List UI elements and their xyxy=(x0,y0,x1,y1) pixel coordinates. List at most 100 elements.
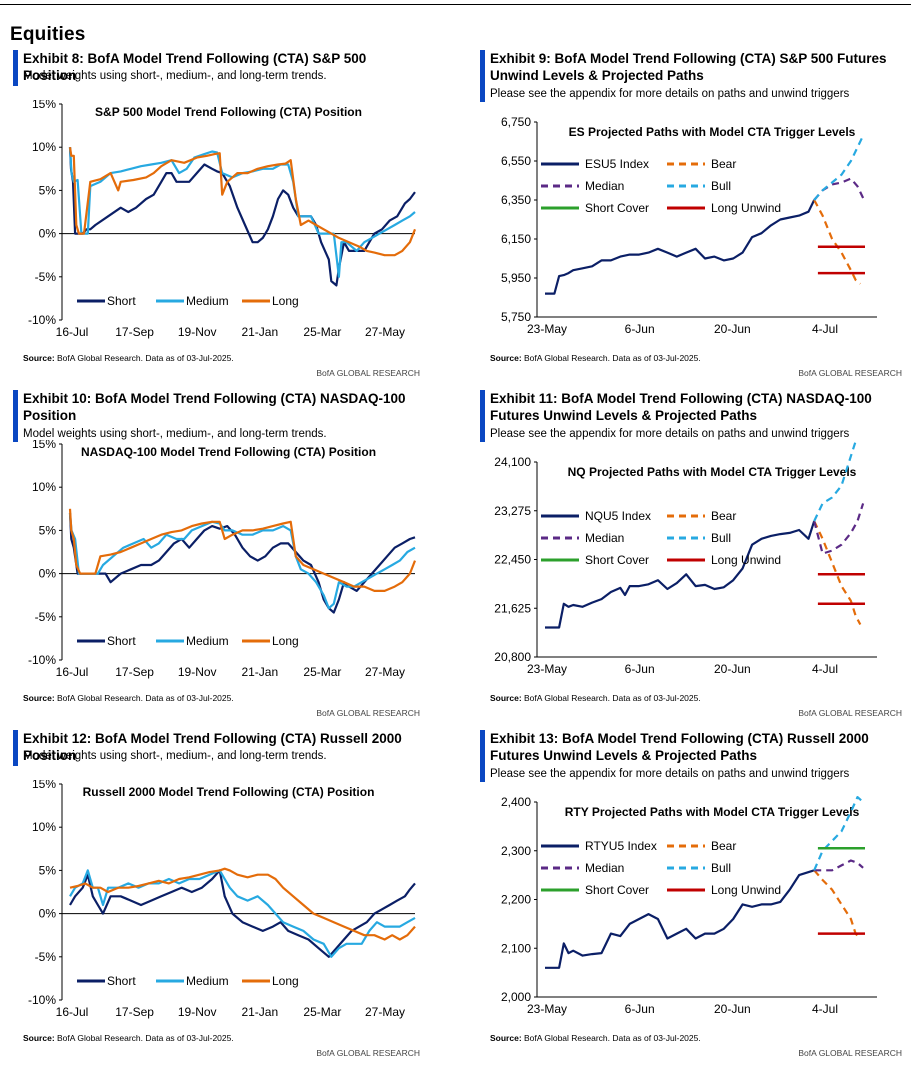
source-label: Source: xyxy=(23,353,55,363)
source-text: BofA Global Research. Data as of 03-Jul-… xyxy=(54,1033,234,1043)
legend-label: Bear xyxy=(711,509,736,523)
y-tick-label: 5% xyxy=(39,863,57,877)
y-tick-label: 6,150 xyxy=(501,232,531,246)
legend-label: RTYU5 Index xyxy=(585,839,657,853)
x-tick-label: 21-Jan xyxy=(241,1005,278,1019)
brand-label: BofA GLOBAL RESEARCH xyxy=(798,368,902,378)
exhibit-subtitle: Please see the appendix for more details… xyxy=(490,428,850,440)
legend-label: Long Unwind xyxy=(711,553,781,567)
legend-label: Medium xyxy=(186,634,229,648)
y-tick-label: 5,750 xyxy=(501,310,531,324)
series-line-short xyxy=(68,513,416,614)
exhibit-title: Exhibit 8: BofA Model Trend Following (C… xyxy=(23,51,367,83)
legend-label: Long xyxy=(272,634,299,648)
series-line-bear xyxy=(813,520,862,626)
legend-label: Short Cover xyxy=(585,883,649,897)
y-tick-label: 15% xyxy=(32,100,56,111)
y-tick-label: -5% xyxy=(35,610,57,624)
exhibit-title: Exhibit 12: BofA Model Trend Following (… xyxy=(23,731,402,763)
chart-svg: 15% 10% 5% 0% -5% -10%16-Jul 17-Sep 19-Nov 21-Ja… xyxy=(28,100,417,339)
y-tick-label: 5% xyxy=(39,523,57,537)
exhibit-title: Exhibit 11: BofA Model Trend Following (… xyxy=(490,391,872,423)
series-line-bull xyxy=(813,440,858,522)
y-tick-label: 20,800 xyxy=(494,650,531,664)
x-tick-label: 19-Nov xyxy=(178,325,217,339)
y-tick-label: -10% xyxy=(28,313,56,327)
x-tick-label: 21-Jan xyxy=(241,325,278,339)
exhibit-accent-bar xyxy=(13,50,18,86)
legend-label: Medium xyxy=(186,974,229,988)
legend-label: Long xyxy=(272,974,299,988)
series-line-bull xyxy=(813,135,865,201)
top-rule xyxy=(0,4,911,5)
chart-title: Russell 2000 Model Trend Following (CTA)… xyxy=(83,785,375,799)
x-tick-label: 21-Jan xyxy=(241,665,278,679)
y-tick-label: 0% xyxy=(39,907,57,921)
x-tick-label: 6-Jun xyxy=(625,1002,655,1016)
x-tick-label: 17-Sep xyxy=(115,325,154,339)
x-tick-label: 19-Nov xyxy=(178,1005,217,1019)
x-tick-label: 27-May xyxy=(365,1005,405,1019)
y-tick-label: 24,100 xyxy=(494,455,531,469)
legend-label: NQU5 Index xyxy=(585,509,651,523)
exhibit-8-panel: Exhibit 8: BofA Model Trend Following (C… xyxy=(10,50,425,395)
y-tick-label: 6,350 xyxy=(501,193,531,207)
exhibit-accent-bar xyxy=(480,730,485,782)
source-label: Source: xyxy=(23,693,55,703)
x-tick-label: 4-Jul xyxy=(812,662,838,676)
x-tick-label: 20-Jun xyxy=(714,662,751,676)
series-line-median xyxy=(813,177,865,201)
x-tick-label: 4-Jul xyxy=(812,1002,838,1016)
legend-label: Medium xyxy=(186,294,229,308)
exhibit-12-panel: Exhibit 12: BofA Model Trend Following (… xyxy=(10,730,425,1075)
legend-label: Short xyxy=(107,294,136,308)
y-tick-label: 15% xyxy=(32,440,56,451)
legend-label: Short xyxy=(107,634,136,648)
series-line-short xyxy=(69,869,416,958)
legend-label: ESU5 Index xyxy=(585,157,649,171)
source-label: Source: xyxy=(490,693,522,703)
chart-svg: 15% 10% 5% 0% -5% -10%16-Jul 17-Sep 19-Nov 21-Ja… xyxy=(28,440,417,679)
exhibit-title: Exhibit 9: BofA Model Trend Following (C… xyxy=(490,51,887,83)
source-note: Source: BofA Global Research. Data as of… xyxy=(23,693,234,703)
source-note: Source: BofA Global Research. Data as of… xyxy=(490,1033,701,1043)
legend-label: Short Cover xyxy=(585,201,649,215)
y-tick-label: 0% xyxy=(39,567,57,581)
exhibit-title: Exhibit 13: BofA Model Trend Following (… xyxy=(490,731,869,763)
x-tick-label: 17-Sep xyxy=(115,1005,154,1019)
x-tick-label: 25-Mar xyxy=(303,665,341,679)
y-tick-label: 2,300 xyxy=(501,844,531,858)
chart-title: ES Projected Paths with Model CTA Trigge… xyxy=(569,125,856,139)
exhibit-accent-bar xyxy=(480,390,485,442)
y-tick-label: 5% xyxy=(39,183,57,197)
legend-label: Long Unwind xyxy=(711,883,781,897)
exhibit-13-panel: Exhibit 13: BofA Model Trend Following (… xyxy=(477,730,902,1075)
series-line-esline xyxy=(545,520,816,629)
series-line-bear xyxy=(813,199,862,285)
series-line-medium xyxy=(68,513,416,610)
series-line-medium xyxy=(69,869,416,958)
legend-label: Bear xyxy=(711,839,736,853)
y-tick-label: 0% xyxy=(39,227,57,241)
x-tick-label: 16-Jul xyxy=(56,665,89,679)
series-line-median xyxy=(813,503,865,555)
y-tick-label: 2,400 xyxy=(501,795,531,809)
brand-label: BofA GLOBAL RESEARCH xyxy=(316,708,420,718)
series-line-long xyxy=(68,147,417,257)
section-title: Equities xyxy=(10,24,86,45)
exhibit-subtitle: Please see the appendix for more details… xyxy=(490,768,850,780)
y-tick-label: 6,550 xyxy=(501,154,531,168)
source-text: BofA Global Research. Data as of 03-Jul-… xyxy=(521,353,701,363)
source-label: Source: xyxy=(23,1033,55,1043)
x-tick-label: 27-May xyxy=(365,665,405,679)
exhibit-subtitle: Please see the appendix for more details… xyxy=(490,88,850,100)
chart-title: NQ Projected Paths with Model CTA Trigge… xyxy=(568,465,857,479)
x-tick-label: 25-Mar xyxy=(303,325,341,339)
y-tick-label: 23,275 xyxy=(494,504,531,518)
chart-title: NASDAQ-100 Model Trend Following (CTA) P… xyxy=(81,445,376,459)
exhibit-11-panel: Exhibit 11: BofA Model Trend Following (… xyxy=(477,390,902,735)
y-tick-label: 2,000 xyxy=(501,990,531,1004)
series-line-bull xyxy=(813,796,864,871)
